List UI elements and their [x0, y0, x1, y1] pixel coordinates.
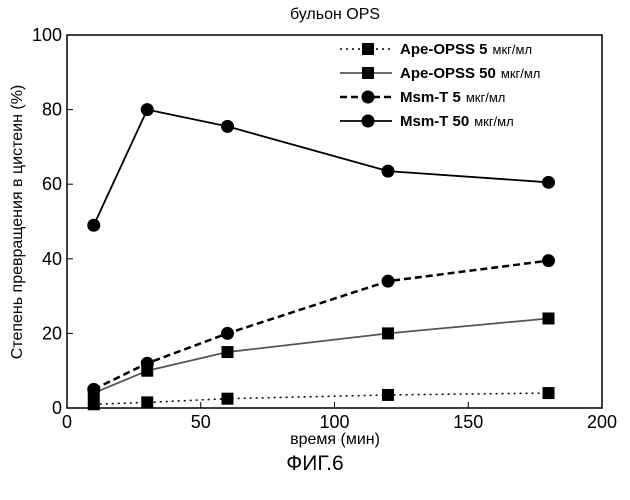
line-chart: бульон OPS 0 50 100 150 200 0 20 40 60 80 100 врем…	[0, 0, 630, 450]
legend-entry: Msm-T 5мкг/мл	[340, 89, 505, 106]
legend-marker	[362, 43, 374, 55]
y-tick-label: 80	[42, 100, 62, 120]
x-tick-label: 0	[62, 412, 72, 432]
legend-marker	[362, 115, 375, 128]
x-tick-label: 150	[453, 412, 483, 432]
x-tick-label: 200	[587, 412, 617, 432]
data-point	[382, 389, 394, 401]
legend-label: Ape-OPSS 50мкг/мл	[400, 65, 540, 82]
data-point	[382, 327, 394, 339]
y-tick-label: 100	[32, 25, 62, 45]
legend-label: Msm-T 5мкг/мл	[400, 89, 505, 106]
y-axis-label: Степень превращения в цистеин (%)	[9, 85, 26, 360]
figure-caption: ФИГ.6	[0, 452, 630, 476]
data-point	[141, 103, 154, 116]
series-layer	[87, 103, 555, 410]
y-tick-label: 40	[42, 249, 62, 269]
data-point	[87, 383, 100, 396]
series-line	[94, 318, 549, 393]
data-point	[382, 275, 395, 288]
x-axis-label: время (мин)	[290, 431, 380, 448]
legend-label: Msm-T 50мкг/мл	[400, 113, 514, 130]
tick-layer: 0 50 100 150 200 0 20 40 60 80 100	[32, 25, 617, 432]
data-point	[141, 357, 154, 370]
data-point	[141, 396, 153, 408]
data-point	[87, 219, 100, 232]
legend-entry: Ape-OPSS 5мкг/мл	[340, 41, 532, 58]
series-ape-opss-50	[88, 312, 555, 399]
legend: Ape-OPSS 5мкг/мл Ape-OPSS 50мкг/мл Msm-T 5…	[340, 41, 540, 130]
legend-label: Ape-OPSS 5мкг/мл	[400, 41, 532, 58]
series-ape-opss-5	[88, 387, 555, 410]
data-point	[221, 327, 234, 340]
data-point	[543, 387, 555, 399]
y-tick-label: 20	[42, 323, 62, 343]
legend-marker	[362, 67, 374, 79]
legend-entry: Msm-T 50мкг/мл	[340, 113, 514, 130]
plot-frame	[67, 35, 602, 408]
data-point	[542, 176, 555, 189]
data-point	[221, 120, 234, 133]
x-tick-label: 100	[319, 412, 349, 432]
data-point	[222, 393, 234, 405]
data-point	[382, 165, 395, 178]
legend-entry: Ape-OPSS 50мкг/мл	[340, 65, 540, 82]
data-point	[543, 312, 555, 324]
y-tick-label: 0	[52, 398, 62, 418]
y-tick-label: 60	[42, 174, 62, 194]
legend-marker	[362, 91, 375, 104]
x-tick-label: 50	[191, 412, 211, 432]
series-line	[94, 393, 549, 404]
data-point	[222, 346, 234, 358]
chart-title: бульон OPS	[290, 6, 380, 23]
data-point	[542, 254, 555, 267]
